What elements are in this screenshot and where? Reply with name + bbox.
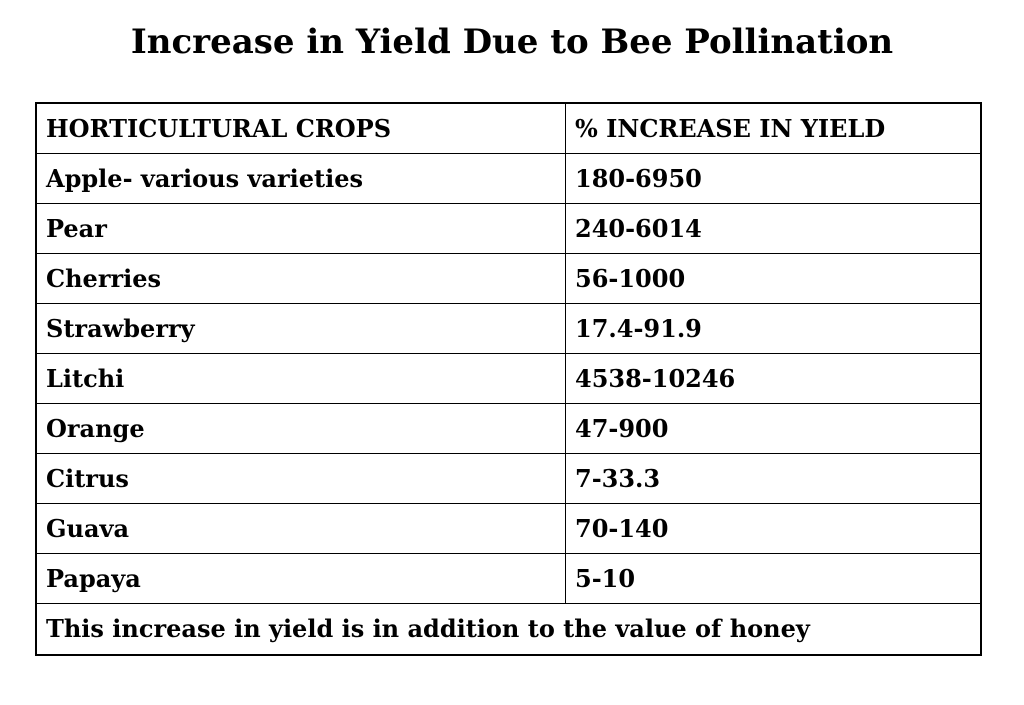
- table-row: Citrus 7-33.3: [35, 453, 982, 504]
- crop-name-cell: Strawberry: [35, 303, 566, 354]
- column-header-increase: % INCREASE IN YIELD: [565, 102, 982, 154]
- footnote-cell: This increase in yield is in addition to…: [35, 603, 982, 656]
- table-row: Guava 70-140: [35, 503, 982, 554]
- table-row: Apple- various varieties 180-6950: [35, 153, 982, 204]
- crop-name-cell: Citrus: [35, 453, 566, 504]
- yield-increase-cell: 17.4-91.9: [565, 303, 982, 354]
- crop-name-cell: Apple- various varieties: [35, 153, 566, 204]
- table-row: Orange 47-900: [35, 403, 982, 454]
- table-row: Cherries 56-1000: [35, 253, 982, 304]
- table-row: Pear 240-6014: [35, 203, 982, 254]
- table-header-row: HORTICULTURAL CROPS % INCREASE IN YIELD: [35, 102, 982, 154]
- table-footer-row: This increase in yield is in addition to…: [35, 603, 982, 656]
- column-header-crops: HORTICULTURAL CROPS: [35, 102, 566, 154]
- crop-name-cell: Cherries: [35, 253, 566, 304]
- table-row: Litchi 4538-10246: [35, 353, 982, 404]
- yield-increase-cell: 70-140: [565, 503, 982, 554]
- table-row: Strawberry 17.4-91.9: [35, 303, 982, 354]
- page-title: Increase in Yield Due to Bee Pollination: [130, 22, 894, 62]
- yield-increase-cell: 47-900: [565, 403, 982, 454]
- crop-name-cell: Papaya: [35, 553, 566, 604]
- yield-table: HORTICULTURAL CROPS % INCREASE IN YIELD …: [35, 102, 982, 656]
- yield-increase-cell: 4538-10246: [565, 353, 982, 404]
- yield-increase-cell: 56-1000: [565, 253, 982, 304]
- yield-increase-cell: 180-6950: [565, 153, 982, 204]
- crop-name-cell: Guava: [35, 503, 566, 554]
- yield-increase-cell: 7-33.3: [565, 453, 982, 504]
- crop-name-cell: Pear: [35, 203, 566, 254]
- yield-increase-cell: 240-6014: [565, 203, 982, 254]
- crop-name-cell: Litchi: [35, 353, 566, 404]
- crop-name-cell: Orange: [35, 403, 566, 454]
- table-row: Papaya 5-10: [35, 553, 982, 604]
- yield-increase-cell: 5-10: [565, 553, 982, 604]
